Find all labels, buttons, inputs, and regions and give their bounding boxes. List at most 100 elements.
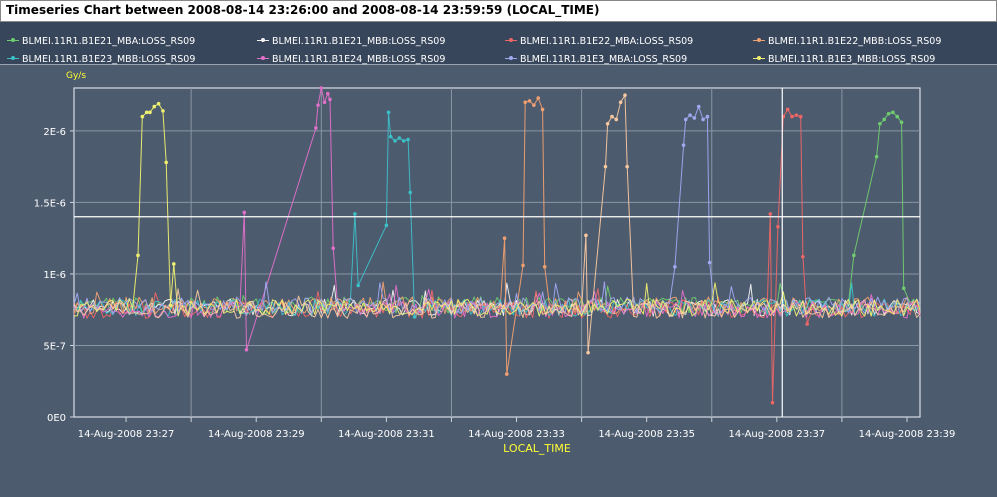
data-point (540, 107, 545, 112)
data-point (610, 114, 614, 119)
series-line (73, 97, 921, 375)
legend-item: BLMEI.11R1.B1E22_MBA:LOSS_RS09 (504, 34, 693, 48)
data-point (584, 233, 588, 238)
legend-label: BLMEI.11R1.B1E23_MBB:LOSS_RS09 (22, 53, 196, 65)
data-point (701, 117, 705, 122)
legend-swatch (504, 34, 518, 48)
data-point (878, 121, 882, 126)
data-point (242, 210, 247, 215)
data-point (705, 114, 710, 119)
legend: BLMEI.11R1.B1E21_MBA:LOSS_RS09 BLMEI.11R1… (0, 22, 997, 65)
data-point (384, 223, 389, 228)
series-line (73, 94, 921, 354)
legend-label: BLMEI.11R1.B1E3_MBB:LOSS_RS09 (768, 53, 936, 65)
data-point (406, 137, 410, 142)
data-point (688, 113, 692, 117)
legend-item: BLMEI.11R1.B1E22_MBB:LOSS_RS09 (752, 34, 941, 48)
data-point (891, 110, 895, 115)
data-point (707, 260, 712, 265)
data-point (886, 111, 891, 116)
data-point (136, 253, 140, 258)
legend-item: BLMEI.11R1.B1E3_MBB:LOSS_RS09 (752, 52, 935, 66)
data-point (605, 121, 610, 126)
data-point (171, 262, 176, 266)
data-point (785, 107, 790, 112)
series-line (73, 111, 921, 318)
data-point (805, 322, 809, 326)
data-point (322, 100, 327, 105)
data-point (168, 303, 173, 308)
data-point (386, 110, 391, 115)
data-point (696, 104, 701, 109)
data-point (353, 212, 357, 216)
legend-swatch (752, 34, 766, 48)
data-point (527, 99, 532, 103)
data-point (412, 315, 417, 319)
data-point (331, 246, 336, 251)
legend-item: BLMEI.11R1.B1E21_MBB:LOSS_RS09 (256, 34, 445, 48)
legend-swatch (504, 52, 518, 66)
y-tick-label: 0E0 (47, 413, 66, 424)
data-point (521, 263, 525, 268)
legend-swatch (256, 52, 270, 66)
data-point (603, 164, 608, 169)
data-point (794, 113, 799, 117)
data-point (523, 100, 527, 105)
data-point (692, 116, 697, 120)
data-point (899, 120, 904, 125)
data-point (140, 114, 145, 119)
data-point (148, 110, 152, 115)
y-tick-label: 1.5E-6 (34, 198, 66, 209)
legend-swatch (256, 34, 270, 48)
data-point (388, 134, 393, 139)
data-point (164, 160, 168, 165)
data-point (408, 190, 413, 195)
legend-swatch (6, 52, 20, 66)
x-tick-label: 14-Aug-2008 23:37 (728, 429, 825, 440)
data-point (801, 254, 805, 259)
x-axis-label: LOCAL_TIME (503, 442, 571, 455)
data-point (319, 86, 324, 90)
legend-item: BLMEI.11R1.B1E3_MBA:LOSS_RS09 (504, 52, 687, 66)
chart-title-bar: Timeseries Chart between 2008-08-14 23:2… (0, 0, 997, 22)
legend-item: BLMEI.11R1.B1E23_MBB:LOSS_RS09 (6, 52, 195, 66)
data-point (161, 109, 165, 113)
data-point (314, 126, 318, 130)
data-point (502, 236, 507, 240)
legend-label: BLMEI.11R1.B1E21_MBB:LOSS_RS09 (272, 35, 446, 47)
data-point (393, 139, 397, 143)
legend-label: BLMEI.11R1.B1E21_MBA:LOSS_RS09 (22, 35, 196, 47)
data-point (895, 114, 900, 119)
x-tick-label: 14-Aug-2008 23:35 (598, 429, 695, 440)
data-point (144, 110, 149, 115)
series-line (73, 106, 921, 315)
data-point (901, 286, 906, 291)
x-tick-label: 14-Aug-2008 23:29 (208, 429, 305, 440)
data-point (244, 347, 249, 352)
y-tick-label: 2E-6 (43, 127, 66, 138)
legend-swatch (752, 52, 766, 66)
data-point (681, 143, 686, 148)
data-point (614, 117, 619, 122)
data-point (768, 212, 773, 216)
legend-swatch (6, 34, 20, 48)
chart-title: Timeseries Chart between 2008-08-14 23:2… (6, 3, 600, 17)
data-point (770, 400, 775, 405)
legend-item: BLMEI.11R1.B1E24_MBB:LOSS_RS09 (256, 52, 445, 66)
x-tick-label: 14-Aug-2008 23:27 (78, 429, 175, 440)
data-point (586, 350, 590, 355)
legend-label: BLMEI.11R1.B1E24_MBB:LOSS_RS09 (272, 53, 446, 65)
legend-label: BLMEI.11R1.B1E22_MBA:LOSS_RS09 (520, 35, 694, 47)
y-axis-unit: Gy/s (66, 71, 86, 81)
data-point (316, 103, 320, 107)
legend-item: BLMEI.11R1.B1E21_MBA:LOSS_RS09 (6, 34, 195, 48)
data-point (152, 104, 157, 109)
data-point (798, 114, 803, 119)
y-tick-label: 5E-7 (43, 341, 66, 352)
series-line (73, 87, 921, 351)
data-point (852, 253, 856, 258)
series-line (73, 109, 921, 404)
series-line (73, 103, 921, 317)
x-tick-label: 14-Aug-2008 23:39 (859, 429, 956, 440)
